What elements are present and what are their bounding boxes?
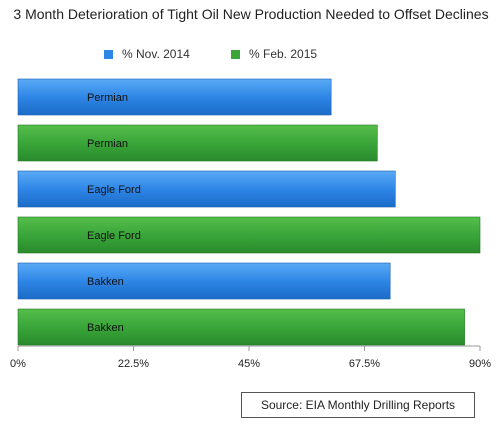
bar-label-eagle-ford-nov-2014: Eagle Ford [87, 184, 141, 196]
legend-swatch-nov-2014 [104, 49, 113, 59]
bar-label-permian-feb-2015: Permian [87, 138, 128, 150]
chart-title: 3 Month Deterioration of Tight Oil New P… [13, 6, 489, 22]
bar-label-permian-nov-2014: Permian [87, 92, 128, 104]
legend-swatch-feb-2015 [231, 49, 240, 59]
bar-label-eagle-ford-feb-2015: Eagle Ford [87, 230, 141, 242]
legend-label-nov-2014: % Nov. 2014 [122, 47, 190, 61]
x-tick-label: 45% [238, 358, 260, 370]
x-tick-label: 0% [10, 358, 26, 370]
bar-permian-feb-2015 [17, 124, 378, 162]
x-tick-label: 90% [469, 358, 491, 370]
x-tick-label: 22.5% [118, 358, 149, 370]
bar-label-bakken-feb-2015: Bakken [87, 322, 124, 334]
legend-item-nov-2014: % Nov. 2014 [104, 47, 190, 61]
source-note: Source: EIA Monthly Drilling Reports [241, 392, 475, 418]
bar-label-bakken-nov-2014: Bakken [87, 276, 124, 288]
bar-eagle-ford-feb-2015 [17, 216, 481, 254]
legend-label-feb-2015: % Feb. 2015 [249, 47, 318, 61]
bar-bakken-feb-2015 [17, 308, 465, 346]
bar-permian-nov-2014 [17, 78, 332, 116]
x-tick-label: 67.5% [349, 358, 380, 370]
legend-item-feb-2015: % Feb. 2015 [231, 47, 317, 61]
bar-bakken-nov-2014 [17, 262, 391, 300]
bar-eagle-ford-nov-2014 [17, 170, 396, 208]
